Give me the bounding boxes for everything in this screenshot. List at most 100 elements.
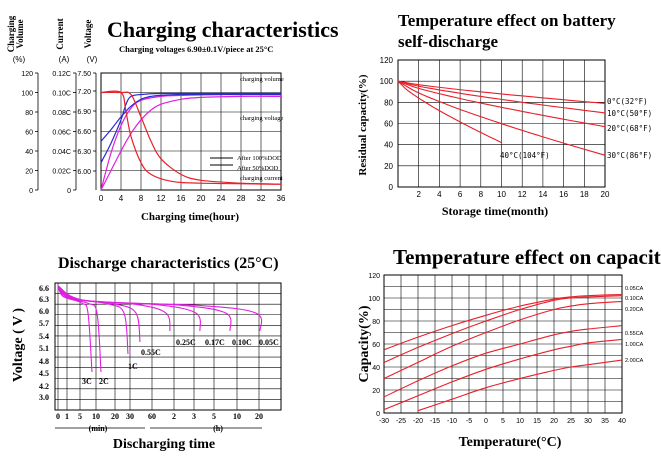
charging-voltage-tick: 7.50 <box>77 71 91 78</box>
discharge-x-tick: 0 <box>56 412 60 421</box>
charging-xlabel: Charging time(hour) <box>141 211 239 223</box>
selfdis-series-line <box>397 80 606 114</box>
tempcap-series-label: 2.00CA <box>625 358 644 364</box>
discharge-series-line <box>57 285 201 332</box>
charging-current-tick: 0 <box>67 188 71 195</box>
tempcap-title: Temperature effect on capacity <box>393 245 661 269</box>
selfdis-x-tick: 18 <box>580 190 589 199</box>
charging-axis-unit: (V) <box>87 55 98 64</box>
charging-title: Charging characteristics <box>107 17 339 42</box>
discharge-x-tick: 1 <box>65 412 69 421</box>
charging-axis-header: Charging <box>6 15 16 52</box>
charging-plot-frame <box>100 72 282 191</box>
selfdis-x-tick: 16 <box>559 190 568 199</box>
discharge-y-tick: 6.0 <box>39 307 49 316</box>
selfdis-y-tick: 40 <box>384 141 393 150</box>
charging-legend-100: After 100%DOD <box>237 155 282 162</box>
discharge-series-label: 0.05C <box>259 338 279 347</box>
discharge-x-tick: 2 <box>172 412 176 421</box>
discharge-xlabel: Discharging time <box>113 437 215 452</box>
charging-axis-unit: (%) <box>13 55 26 64</box>
selfdis-x-tick: 8 <box>479 190 484 199</box>
selfdis-title-line1: Temperature effect on battery <box>398 11 616 30</box>
discharge-x-tick: 3 <box>192 412 196 421</box>
tempcap-x-tick: 10 <box>516 418 524 425</box>
selfdis-y-tick: 0 <box>389 183 394 192</box>
tempcap-x-tick: 30 <box>584 418 592 425</box>
tempcap-x-tick: -25 <box>396 418 406 425</box>
charging-volume-tick: 60 <box>25 130 33 137</box>
discharge-y-tick: 5.7 <box>39 319 49 328</box>
discharge-y-tick: 6.3 <box>39 295 49 304</box>
discharge-x-tick: 5 <box>78 412 82 421</box>
charging-x-tick: 8 <box>139 194 144 203</box>
tempcap-series-line <box>383 294 623 351</box>
discharge-y-tick: 6.6 <box>39 284 49 293</box>
tempcap-series-label: 1.00CA <box>625 342 644 348</box>
tempcap-series-label: 0.10CA <box>625 296 644 302</box>
tempcap-plot-frame <box>383 274 623 414</box>
charging-x-tick: 24 <box>217 194 226 203</box>
selfdis-series-line <box>397 80 606 156</box>
discharge-x-tick: 20 <box>255 412 263 421</box>
charging-voltage-label: charging voltage <box>240 115 283 122</box>
discharge-series-label: 0.25C <box>176 338 196 347</box>
charging-current-tick: 0.12C <box>52 71 71 78</box>
charging-x-tick: 32 <box>257 194 266 203</box>
charging-voltage-tick: 6.60 <box>77 129 91 136</box>
discharge-series-line <box>57 285 263 332</box>
tempcap-y-tick: 40 <box>372 365 380 372</box>
charging-legend-50: After 50%DOD <box>237 165 279 172</box>
discharge-y-tick: 5.1 <box>39 344 49 353</box>
discharge-unit-min: (min) <box>89 424 108 433</box>
charging-volume-tick: 40 <box>25 149 33 156</box>
charging-voltage-tick: 6.90 <box>77 109 91 116</box>
selfdis-x-tick: 2 <box>416 190 421 199</box>
tempcap-series-line <box>383 338 623 411</box>
selfdis-title-line2: self-discharge <box>398 32 499 51</box>
selfdis-series-label: 40°C(104°F) <box>500 151 550 160</box>
discharge-series-line <box>57 285 141 343</box>
charging-volume-tick: 0 <box>29 188 33 195</box>
discharge-series-line <box>57 285 171 332</box>
charging-x-tick: 28 <box>237 194 246 203</box>
charging-x-tick: 20 <box>197 194 206 203</box>
tempcap-series-line <box>383 325 623 398</box>
charging-axis-header: Voltage <box>83 20 93 49</box>
discharge-series-label: 3C <box>82 377 92 386</box>
selfdis-series-label: 20°C(68°F) <box>607 124 652 133</box>
selfdis-xlabel: Storage time(month) <box>442 204 548 218</box>
discharge-series-line <box>57 285 102 373</box>
selfdis-series-line <box>397 80 606 128</box>
tempcap-x-tick: 25 <box>567 418 575 425</box>
charging-axis-header: Volume <box>15 19 25 48</box>
tempcap-ylabel: Capacity(%) <box>357 305 372 382</box>
charging-series-line <box>100 92 282 163</box>
tempcap-x-tick: 5 <box>501 418 505 425</box>
tempcap-x-tick: 40 <box>618 418 626 425</box>
selfdis-y-tick: 60 <box>384 120 393 129</box>
tempcap-series-line <box>417 359 623 412</box>
selfdis-y-tick: 120 <box>380 56 394 65</box>
discharge-y-tick: 4.2 <box>39 382 49 391</box>
charging-voltage-tick: 6.30 <box>77 149 91 156</box>
discharge-ylabel: Voltage ( V ) <box>11 308 26 382</box>
discharge-plot-frame <box>54 282 282 411</box>
discharge-series-label: 1C <box>128 362 138 371</box>
charging-current-label: charging current <box>240 175 283 182</box>
selfdis-x-tick: 20 <box>601 190 610 199</box>
charging-volume-tick: 100 <box>21 91 33 98</box>
tempcap-series-label: 0.20CA <box>625 307 644 313</box>
charging-axis-unit: (A) <box>59 55 70 64</box>
discharge-series-label: 2C <box>99 377 109 386</box>
selfdis-x-tick: 14 <box>538 190 547 199</box>
selfdis-series-label: 30°C(86°F) <box>607 151 652 160</box>
tempcap-series-line <box>383 295 623 363</box>
selfdis-y-tick: 100 <box>380 77 394 86</box>
selfdis-x-tick: 12 <box>518 190 527 199</box>
discharge-y-tick: 3.0 <box>39 393 49 402</box>
charging-x-tick: 16 <box>177 194 186 203</box>
discharge-x-tick: 30 <box>126 412 134 421</box>
tempcap-series-label: 0.05CA <box>625 286 644 292</box>
charging-subtitle: Charging voltages 6.90±0.1V/piece at 25°… <box>119 44 273 54</box>
